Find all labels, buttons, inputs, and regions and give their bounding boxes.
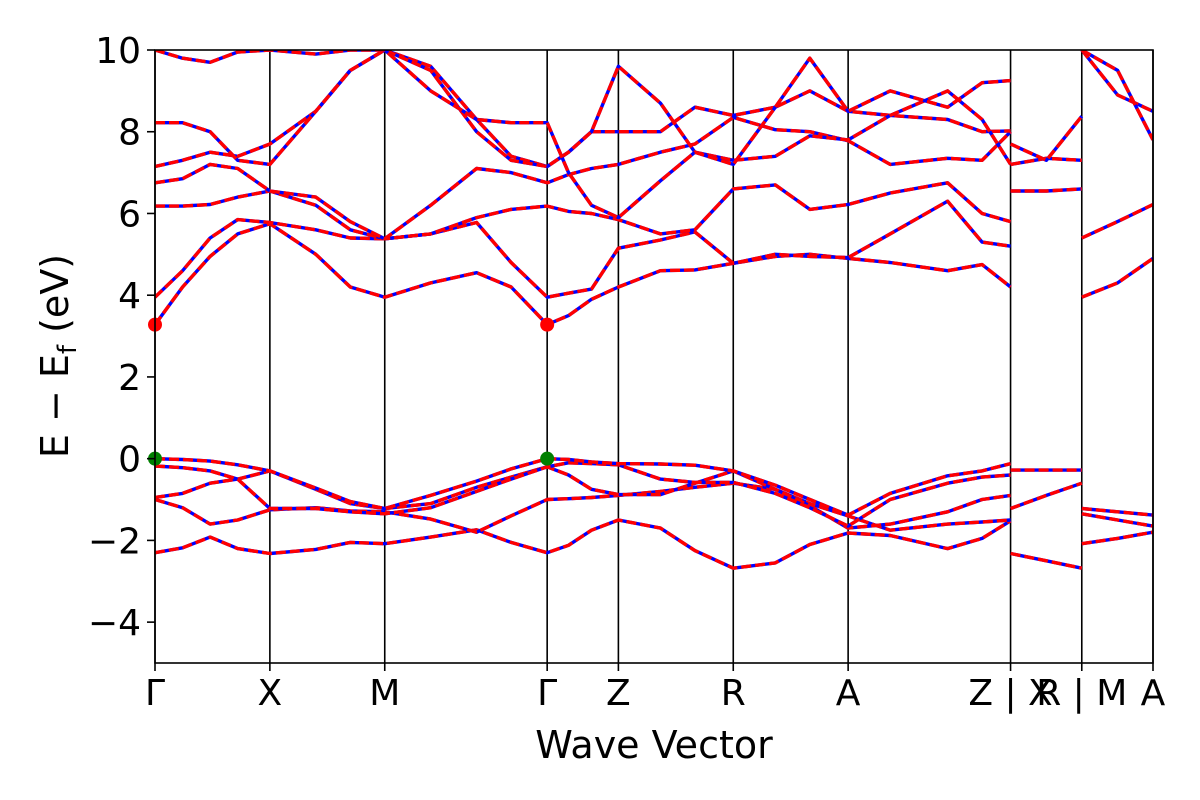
y-tick-label: 2 xyxy=(118,358,141,399)
band-line-dashed xyxy=(1081,512,1153,528)
band-line-solid xyxy=(155,199,1011,299)
y-axis-label-tail: (eV) xyxy=(33,254,77,345)
y-axis-ticks: −4 −2 0 2 4 6 8 10 xyxy=(88,31,155,644)
x-tick-label: Z xyxy=(606,673,631,714)
k-point-lines xyxy=(154,50,1154,663)
band-line-dashed xyxy=(155,457,1012,517)
x-tick-label: X xyxy=(258,673,283,714)
band-line-solid xyxy=(1080,50,1153,113)
y-tick-label: 0 xyxy=(118,440,141,481)
band-line-dashed xyxy=(1080,50,1153,141)
x-axis-ticks: Γ X M Γ Z R A Z | XR | M A xyxy=(145,663,1166,714)
band-line-dashed xyxy=(155,461,1011,528)
y-tick-label: −4 xyxy=(88,603,141,644)
band-line-solid xyxy=(1081,257,1153,299)
x-tick-label: Γ xyxy=(537,673,557,714)
band-line-solid xyxy=(155,461,1011,528)
y-axis-label-sub: f xyxy=(53,344,83,354)
band-line-solid xyxy=(155,50,1011,220)
band-line-solid xyxy=(155,457,1012,517)
x-tick-label: Z | X xyxy=(968,673,1052,714)
y-tick-label: 6 xyxy=(118,194,141,235)
band-line-dashed xyxy=(1081,530,1153,546)
band-line-dashed xyxy=(1080,50,1153,113)
vbm-marker xyxy=(540,451,555,466)
y-tick-label: 4 xyxy=(118,276,141,317)
band-line-dashed xyxy=(1010,551,1083,570)
band-line-dashed xyxy=(1010,481,1083,511)
plot-frame xyxy=(154,49,1154,664)
band-line-dashed xyxy=(1010,187,1082,193)
y-tick-label: 10 xyxy=(95,31,141,72)
band-line-dashed xyxy=(1081,202,1153,240)
x-tick-label: A xyxy=(1141,673,1166,714)
x-tick-label: R xyxy=(721,673,746,714)
band-line-solid xyxy=(1081,202,1153,240)
band-line-dashed xyxy=(1009,115,1084,162)
band-line-dashed xyxy=(155,199,1011,299)
bands xyxy=(155,50,1153,570)
y-axis-label: E − Ef (eV) xyxy=(33,254,83,458)
y-axis-label-main: E − E xyxy=(33,354,77,458)
band-line-dashed xyxy=(1081,506,1153,517)
cbm-marker xyxy=(540,317,555,332)
band-line-dashed xyxy=(155,50,1013,169)
y-tick-label: −2 xyxy=(88,521,141,562)
x-axis-label: Wave Vector xyxy=(535,723,773,767)
band-line-solid xyxy=(1009,115,1084,162)
y-tick-label: 8 xyxy=(118,113,141,154)
x-tick-label: Γ xyxy=(145,673,165,714)
band-line-dashed xyxy=(155,518,1012,570)
x-tick-label: R | M xyxy=(1036,673,1127,714)
band-edge-markers xyxy=(148,317,555,466)
x-tick-label: M xyxy=(369,673,400,714)
x-tick-label: A xyxy=(836,673,861,714)
